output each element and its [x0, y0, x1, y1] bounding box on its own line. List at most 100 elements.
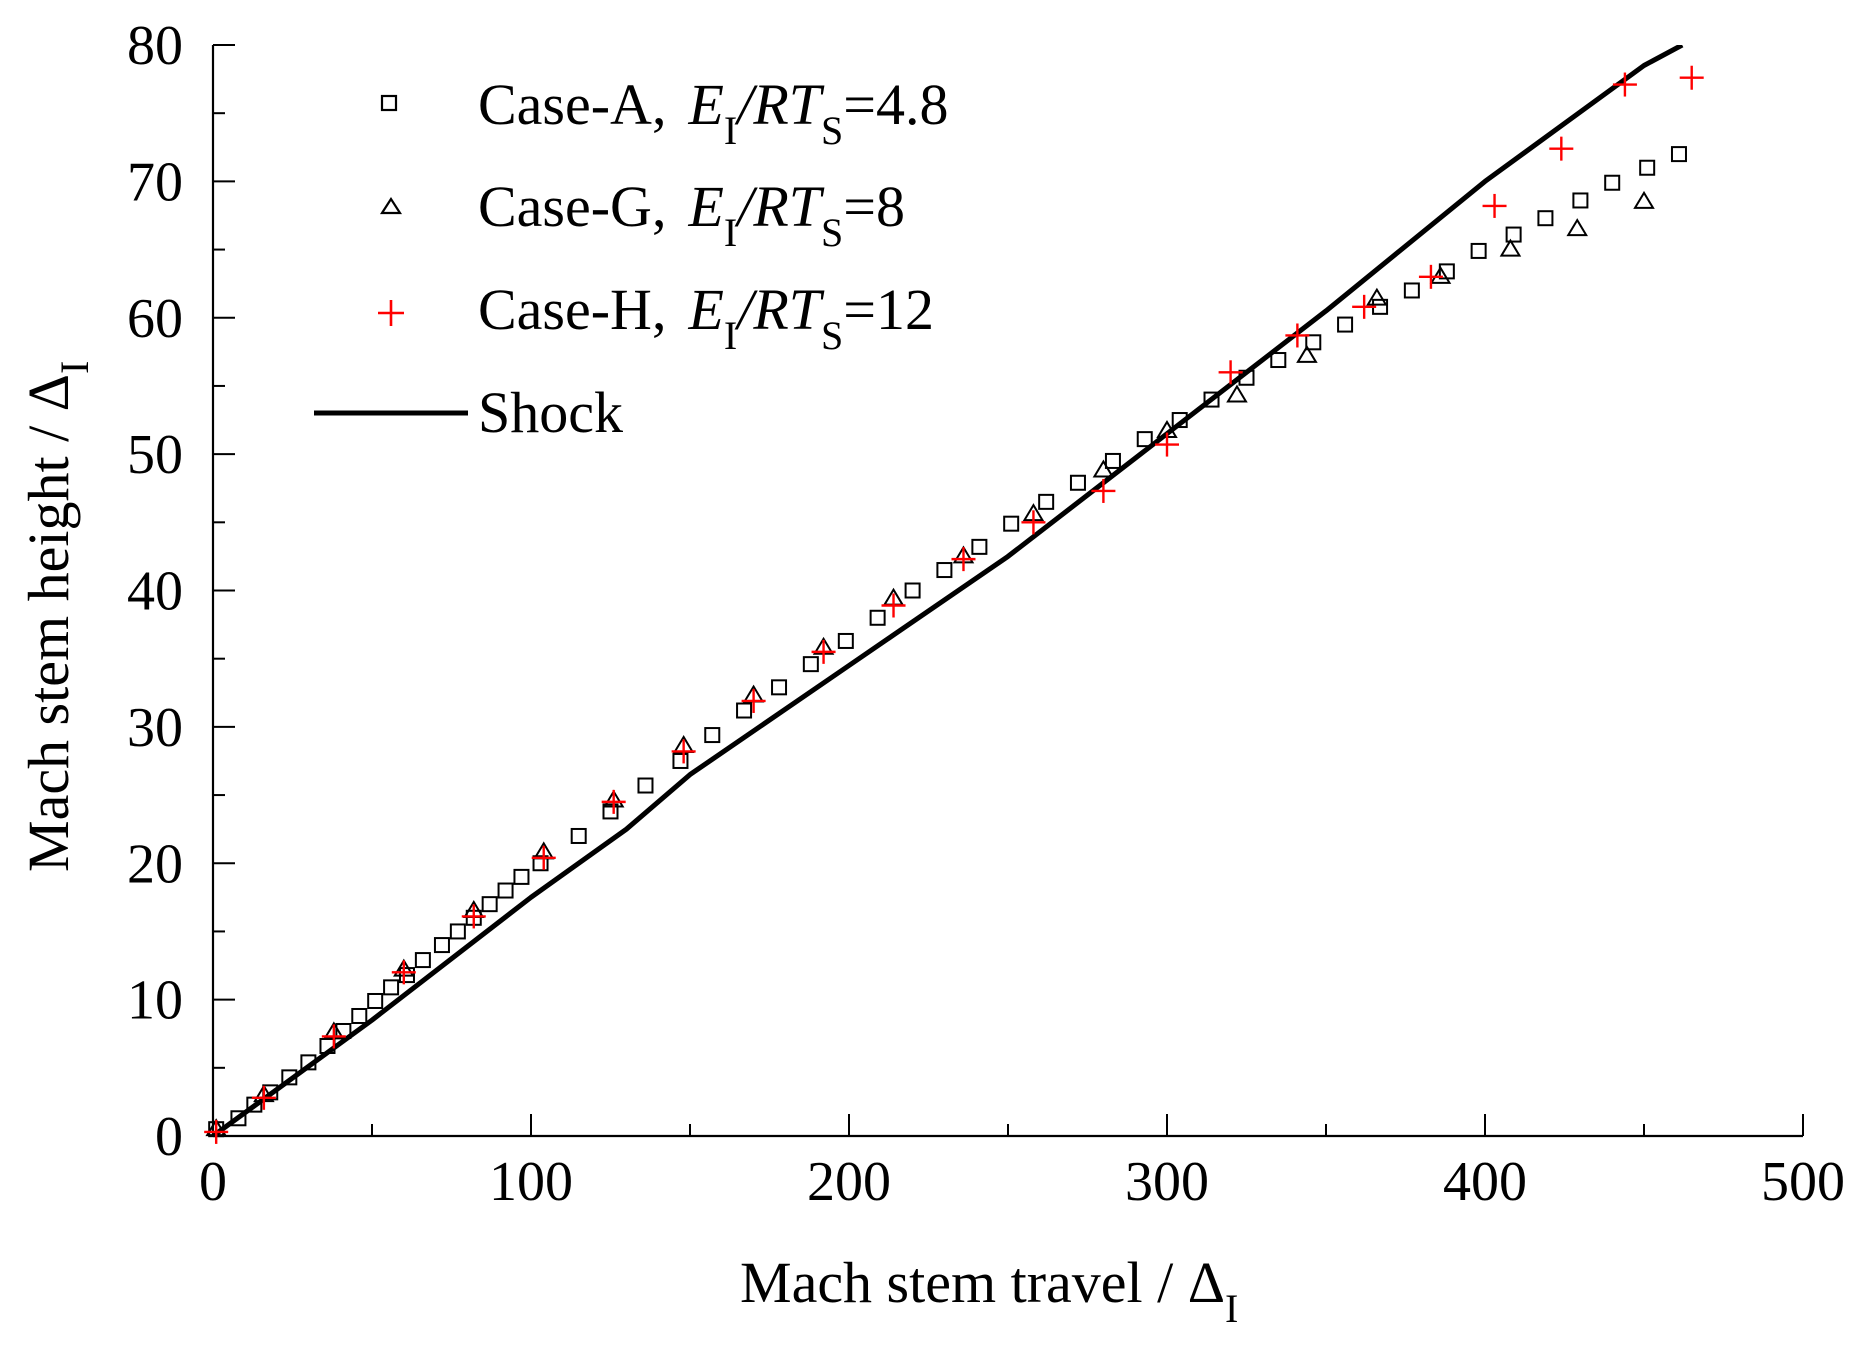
x-tick-label: 0: [199, 1151, 227, 1213]
legend-item-case-a: Case-A, EI/RTS=4.8: [380, 72, 949, 153]
legend-label-case-g: Case-G, EI/RTS=8: [478, 174, 905, 255]
case-a-point: [637, 777, 654, 794]
case-a-point: [1572, 192, 1589, 209]
case-a-point: [802, 656, 819, 673]
case-a-point: [1238, 369, 1255, 386]
legend-label-shock: Shock: [478, 380, 623, 445]
y-tick-label: 0: [155, 1106, 183, 1168]
legend-marker-triangle: [379, 196, 403, 215]
case-a-point: [771, 679, 788, 696]
case-h-point: [321, 1024, 346, 1049]
x-tick-label: 300: [1125, 1151, 1209, 1213]
case-a-point: [351, 1007, 368, 1024]
case-a-point: [281, 1069, 298, 1086]
case-a-point: [1203, 391, 1220, 408]
case-a-point: [570, 827, 587, 844]
x-tick-label: 400: [1443, 1151, 1527, 1213]
case-h-point: [251, 1085, 276, 1110]
case-h-point: [811, 639, 836, 664]
case-a-point: [481, 896, 498, 913]
case-h-point: [601, 789, 626, 814]
case-a-point: [904, 582, 921, 599]
legend-label-case-a: Case-A, EI/RTS=4.8: [478, 72, 949, 153]
y-tick-label: 60: [127, 288, 183, 350]
y-axis-title: Mach stem height / ΔI: [16, 361, 97, 872]
case-g-point: [1429, 265, 1452, 284]
y-tick-label: 30: [127, 697, 183, 759]
legend: Case-A, EI/RTS=4.8 Case-G, EI/RTS=8 Case-H…: [314, 72, 949, 445]
case-a-point: [367, 992, 384, 1009]
case-a-point: [1505, 226, 1522, 243]
case-a-point: [513, 868, 530, 885]
case-a-point: [1470, 242, 1487, 259]
case-h-point: [951, 547, 976, 572]
case-a-point: [383, 979, 400, 996]
y-tick-label: 80: [127, 15, 183, 77]
case-a-point: [1604, 174, 1621, 191]
y-tick-label: 50: [127, 424, 183, 486]
y-tick-label: 40: [127, 561, 183, 623]
case-a-point: [1069, 474, 1086, 491]
case-a-point: [1670, 146, 1687, 163]
x-tick-label: 500: [1761, 1151, 1845, 1213]
case-h-point: [671, 739, 696, 764]
case-a-point: [736, 702, 753, 719]
case-g-point: [1226, 384, 1248, 403]
case-h-point: [1482, 193, 1507, 218]
case-a-point: [971, 538, 988, 555]
case-a-point: [672, 752, 689, 769]
axes: 0 100 200 300 400 500 0 10 20 30 40 50 60 70 80: [127, 15, 1845, 1213]
case-a-point: [1104, 452, 1121, 469]
legend-item-case-g: Case-G, EI/RTS=8: [379, 174, 905, 255]
case-g-point: [1366, 287, 1388, 306]
legend-item-case-h: Case-H, EI/RTS=12: [378, 277, 934, 358]
plot-area: [204, 45, 1704, 1144]
case-h-point: [1091, 478, 1116, 503]
case-a-point: [1305, 334, 1322, 351]
case-a-point: [1038, 493, 1055, 510]
case-g-point: [1092, 459, 1115, 478]
case-a-point: [300, 1054, 317, 1071]
case-h-point: [1285, 323, 1310, 348]
y-tick-label: 20: [127, 833, 183, 895]
case-a-point: [230, 1110, 247, 1127]
case-h-point: [1549, 136, 1574, 161]
case-g-point: [1566, 218, 1588, 237]
case-a-point: [414, 952, 431, 969]
case-a-point: [1337, 316, 1354, 333]
case-a-point: [1403, 282, 1420, 299]
case-h-point: [1612, 72, 1637, 97]
case-h-point: [741, 688, 766, 713]
case-a-point: [1537, 210, 1554, 227]
case-a-point: [704, 727, 721, 744]
case-h-point: [881, 593, 906, 618]
case-h-point: [1418, 264, 1443, 289]
case-a-point: [532, 855, 549, 872]
case-h-point: [204, 1119, 229, 1144]
legend-item-shock: Shock: [314, 380, 623, 445]
y-tick-label: 70: [127, 151, 183, 213]
x-tick-label: 200: [807, 1151, 891, 1213]
case-a-point: [869, 609, 886, 626]
x-axis-title: Mach stem travel / ΔI: [740, 1250, 1238, 1331]
case-h-point: [1352, 294, 1377, 319]
case-h-point: [1679, 65, 1704, 90]
case-h-point: [1021, 510, 1046, 535]
y-tick-label: 10: [127, 970, 183, 1032]
case-h-point: [1155, 432, 1179, 457]
case-a-point: [602, 803, 619, 820]
x-tick-label: 100: [489, 1151, 573, 1213]
case-h-point: [391, 960, 416, 985]
case-g-point: [1499, 238, 1522, 257]
case-a-point: [449, 923, 466, 940]
case-h-point: [531, 845, 556, 870]
case-a-point: [837, 632, 854, 649]
case-h-point: [461, 904, 486, 929]
legend-marker-square: [380, 94, 398, 112]
case-a-point: [433, 937, 450, 954]
shock-line: [213, 45, 1684, 1136]
case-a-point: [1171, 412, 1188, 429]
case-h-point: [1218, 360, 1243, 385]
